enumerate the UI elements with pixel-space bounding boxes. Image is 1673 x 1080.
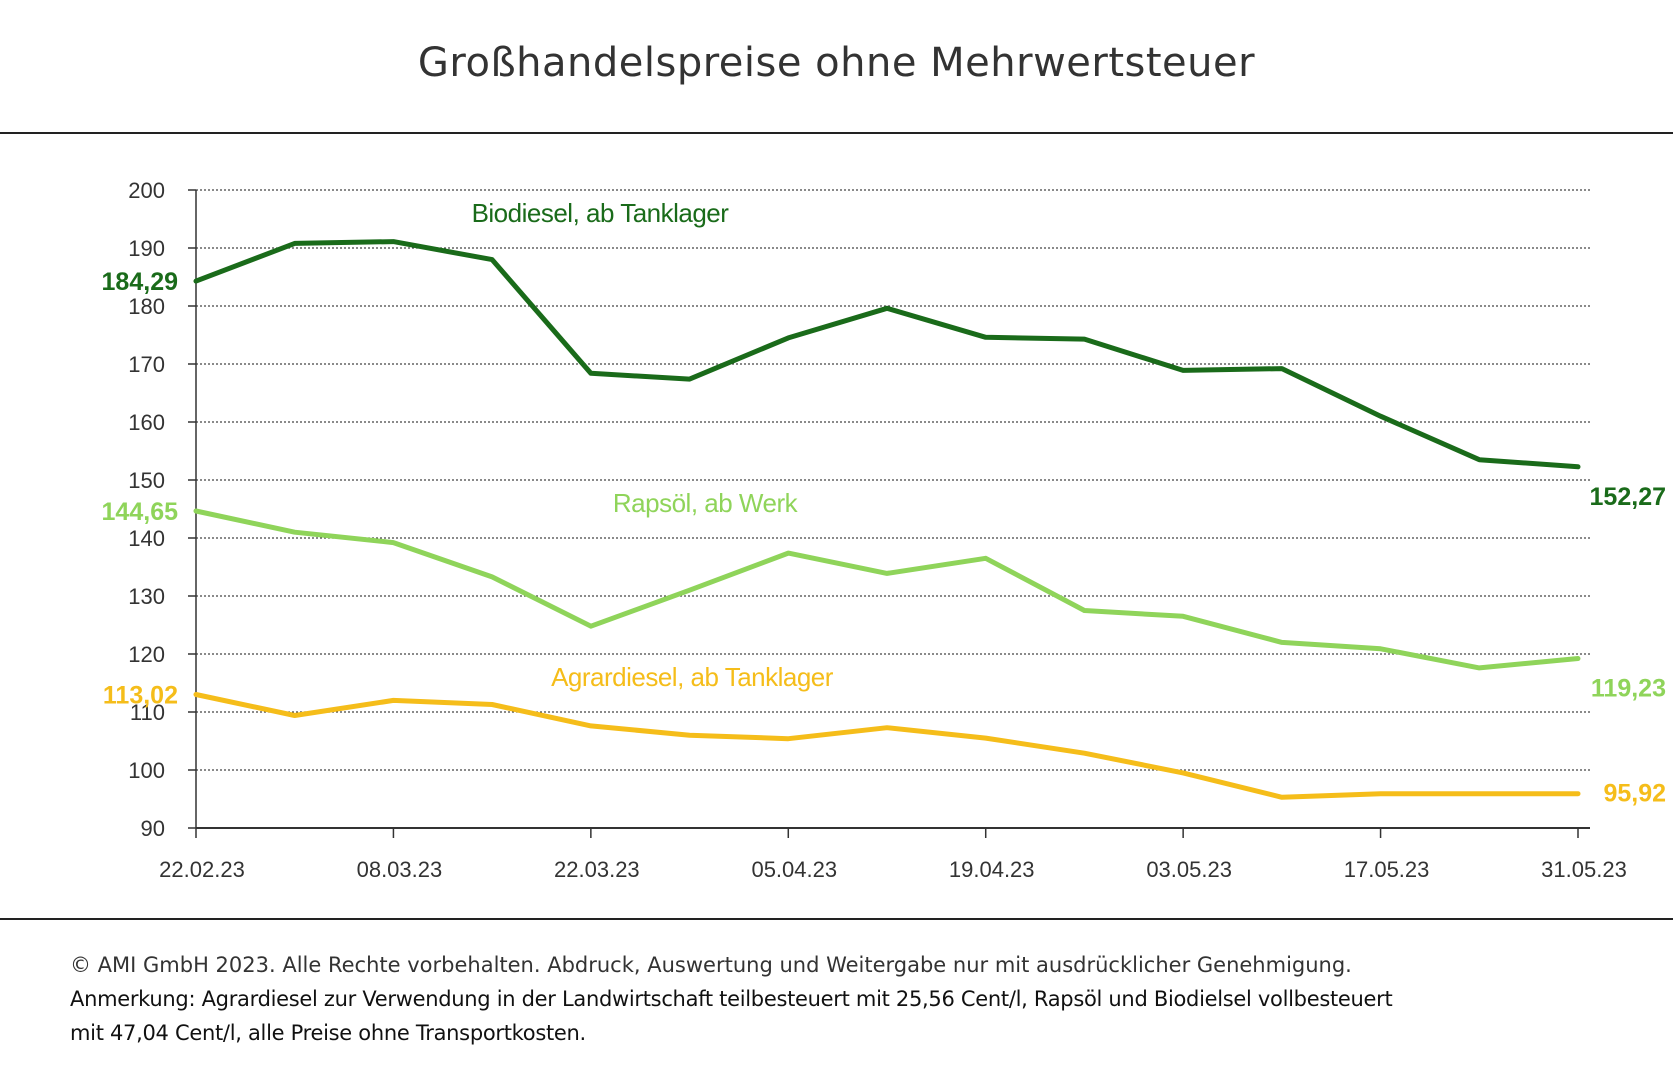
y-tick-label: 90 (141, 816, 165, 841)
x-tick-label: 17.05.23 (1344, 857, 1430, 882)
start-value-label: 144,65 (102, 498, 179, 526)
chart-title: Großhandelspreise ohne Mehrwertsteuer (417, 40, 1256, 86)
y-tick-label: 160 (128, 410, 165, 435)
series-line (193, 692, 1581, 800)
x-tick-label: 08.03.23 (357, 857, 443, 882)
y-tick-label: 120 (128, 642, 165, 667)
series-line (193, 508, 1581, 671)
series-line (193, 239, 1581, 470)
y-tick-label: 200 (128, 178, 165, 203)
x-tick-label: 03.05.23 (1146, 857, 1232, 882)
note-line-1: Anmerkung: Agrardiesel zur Verwendung in… (70, 987, 1393, 1011)
copyright-text: © AMI GmbH 2023. Alle Rechte vorbehalten… (70, 953, 1352, 977)
bottom-divider (0, 918, 1673, 920)
y-tick-label: 140 (128, 526, 165, 551)
x-tick-label: 31.05.23 (1541, 857, 1627, 882)
y-tick-label: 100 (128, 758, 165, 783)
series-name-label: Rapsöl, ab Werk (613, 488, 799, 518)
x-tick-label: 22.03.23 (554, 857, 640, 882)
end-value-label: 95,92 (1603, 780, 1666, 808)
y-tick-label: 150 (128, 468, 165, 493)
x-tick-label: 22.02.23 (159, 857, 245, 882)
footer: © AMI GmbH 2023. Alle Rechte vorbehalten… (70, 948, 1650, 1050)
start-value-label: 184,29 (102, 268, 178, 296)
y-tick-label: 180 (128, 294, 165, 319)
y-tick-label: 110 (130, 700, 165, 725)
y-tick-label: 170 (128, 352, 165, 377)
y-tick-label: 130 (128, 584, 165, 609)
end-value-label: 152,27 (1590, 483, 1666, 511)
series-name-label: Biodiesel, ab Tanklager (472, 198, 730, 228)
x-tick-label: 05.04.23 (751, 857, 837, 882)
note-line-2: mit 47,04 Cent/l, alle Preise ohne Trans… (70, 1021, 586, 1045)
start-value-label: 113,02 (103, 681, 178, 709)
y-tick-label: 190 (128, 236, 165, 261)
x-tick-label: 19.04.23 (949, 857, 1035, 882)
end-value-label: 119,23 (1591, 674, 1666, 702)
top-divider (0, 132, 1673, 134)
series-name-label: Agrardiesel, ab Tanklager (551, 662, 834, 692)
